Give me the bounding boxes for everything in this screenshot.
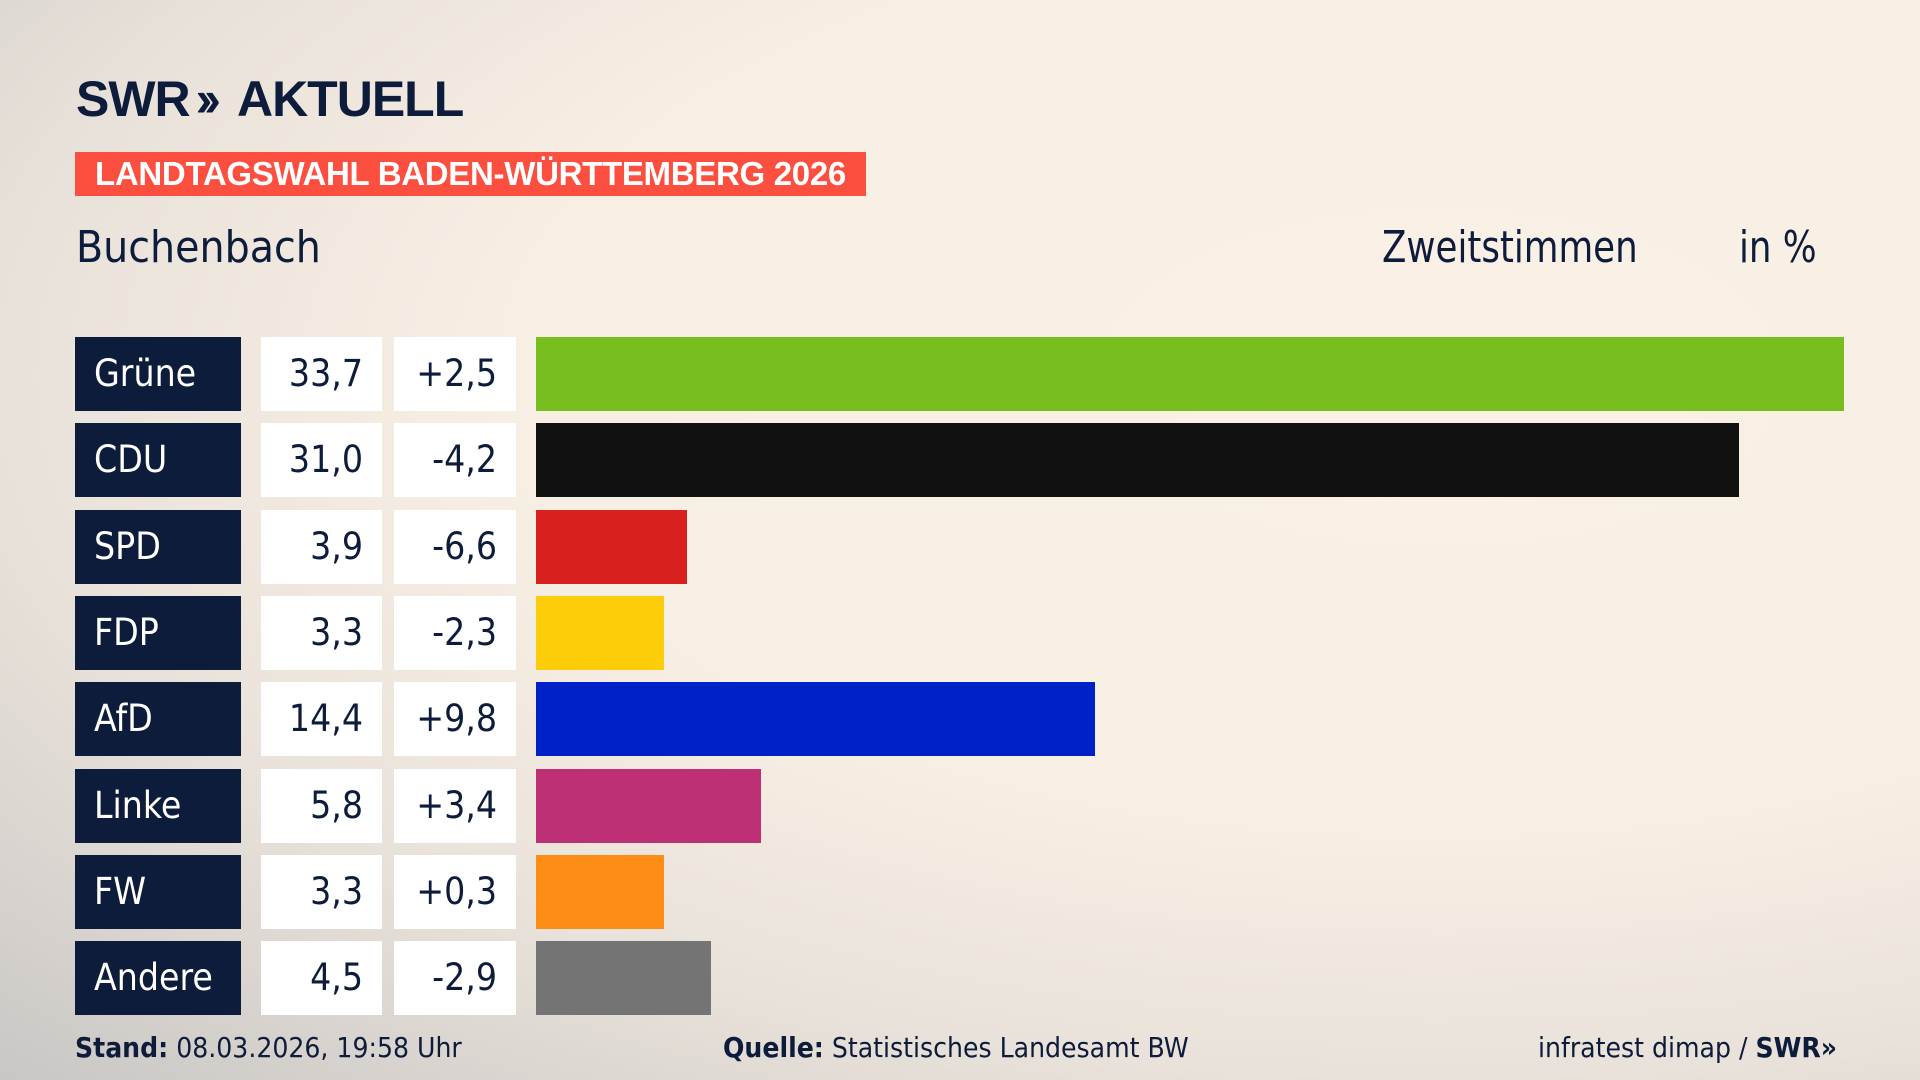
logo-swr: SWR: [76, 71, 191, 127]
value-label: 31,0: [261, 423, 382, 498]
bar-row: FDP 3,3 -2,3: [0, 595, 1920, 670]
bar-row: Linke 5,8 +3,4: [0, 768, 1920, 843]
bar: [536, 337, 1844, 411]
value-label: 5,8: [261, 768, 382, 843]
change-label: -4,2: [394, 423, 516, 498]
party-label: Linke: [75, 768, 241, 843]
change-label: -2,3: [394, 595, 516, 670]
chevron-icon: »: [1820, 1031, 1838, 1064]
party-label: CDU: [75, 423, 241, 498]
party-label: AfD: [75, 682, 241, 757]
bar: [536, 854, 665, 929]
stand-value: 08.03.2026, 19:58 Uhr: [176, 1031, 462, 1064]
change-label: +9,8: [394, 682, 516, 757]
change-label: +2,5: [394, 337, 516, 411]
footer-source: Quelle: Statistisches Landesamt BW: [723, 1030, 1189, 1066]
bar-row: AfD 14,4 +9,8: [0, 682, 1920, 757]
bar: [536, 595, 665, 670]
bar-row: Grüne 33,7 +2,5: [0, 337, 1920, 411]
logo-aktuell: AKTUELL: [236, 71, 464, 127]
bar-row: FW 3,3 +0,3: [0, 854, 1920, 929]
bar: [536, 768, 762, 843]
credit-text: infratest dimap /: [1538, 1031, 1748, 1064]
stand-label: Stand:: [75, 1031, 169, 1064]
bar: [536, 423, 1740, 498]
value-label: 33,7: [261, 337, 382, 411]
party-label: Andere: [75, 941, 241, 1016]
change-label: +0,3: [394, 854, 516, 929]
value-label: 3,3: [261, 595, 382, 670]
party-label: FDP: [75, 595, 241, 670]
bar: [536, 682, 1095, 757]
value-label: 3,3: [261, 854, 382, 929]
value-label: 14,4: [261, 682, 382, 757]
bar-row: CDU 31,0 -4,2: [0, 423, 1920, 498]
party-label: SPD: [75, 509, 241, 584]
change-label: +3,4: [394, 768, 516, 843]
footer-credit: infratest dimap / SWR»: [1538, 1030, 1837, 1066]
party-label: FW: [75, 854, 241, 929]
source-label: Quelle:: [723, 1031, 824, 1064]
value-label: 3,9: [261, 509, 382, 584]
place-name: Buchenbach: [76, 222, 321, 273]
footer-stand: Stand: 08.03.2026, 19:58 Uhr: [75, 1030, 462, 1066]
bar-row: SPD 3,9 -6,6: [0, 509, 1920, 584]
chevron-icon: ››: [195, 71, 221, 127]
bar-row: Andere 4,5 -2,9: [0, 941, 1920, 1016]
election-banner: LANDTAGSWAHL BADEN-WÜRTTEMBERG 2026: [75, 152, 866, 196]
swr-small-logo: SWR: [1755, 1031, 1821, 1064]
bar: [536, 941, 711, 1016]
party-label: Grüne: [75, 337, 241, 411]
change-label: -6,6: [394, 509, 516, 584]
bar: [536, 509, 688, 584]
source-value: Statistisches Landesamt BW: [831, 1031, 1189, 1064]
change-label: -2,9: [394, 941, 516, 1016]
swr-aktuell-logo: SWR ›› AKTUELL: [76, 70, 464, 128]
value-label: 4,5: [261, 941, 382, 1016]
unit-label: in %: [1739, 222, 1817, 273]
vote-type: Zweitstimmen: [1382, 222, 1638, 273]
